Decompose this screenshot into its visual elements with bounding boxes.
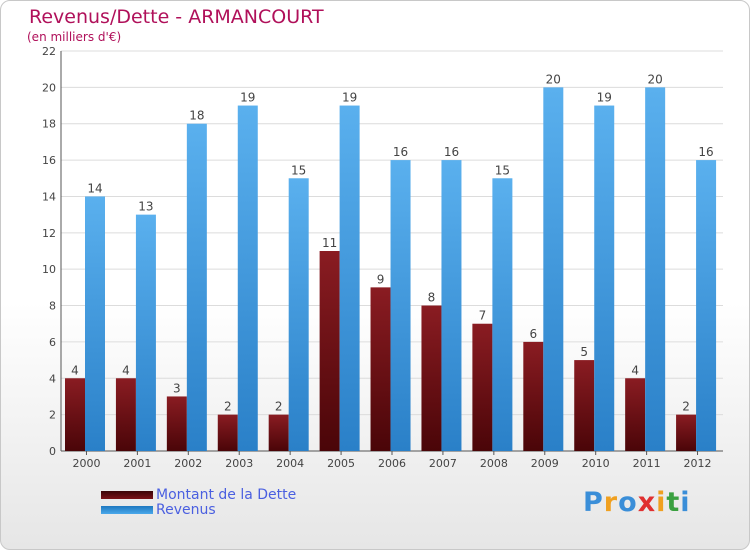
y-tick-label: 18 — [42, 118, 56, 131]
chart-title: Revenus/Dette - ARMANCOURT — [29, 6, 324, 28]
x-tick-label: 2012 — [684, 457, 712, 470]
data-label: 15 — [495, 163, 510, 177]
data-label: 19 — [240, 91, 255, 105]
y-tick-label: 4 — [49, 372, 56, 385]
bar-dette — [319, 251, 340, 451]
bar-revenus — [288, 178, 309, 452]
y-tick-label: 16 — [42, 154, 56, 167]
bar-revenus — [543, 87, 564, 451]
bar-dette — [574, 360, 595, 451]
x-tick-label: 2011 — [633, 457, 661, 470]
bar-revenus — [339, 105, 360, 451]
data-label: 20 — [648, 72, 663, 86]
data-label: 19 — [597, 91, 612, 105]
legend-label-revenus: Revenus — [156, 502, 216, 518]
y-tick-label: 2 — [49, 409, 56, 422]
bar-dette — [65, 378, 85, 451]
data-label: 2 — [682, 400, 690, 414]
bar-dette — [166, 396, 187, 451]
x-tick-label: 2000 — [72, 457, 100, 470]
y-tick-label: 22 — [42, 45, 56, 58]
bar-dette — [370, 287, 391, 451]
y-tick-label: 0 — [49, 445, 56, 458]
x-tick-label: 2001 — [123, 457, 151, 470]
bar-dette — [115, 378, 136, 451]
bar-revenus — [186, 123, 207, 452]
bar-dette — [217, 414, 238, 451]
x-tick-label: 2007 — [429, 457, 457, 470]
bar-dette — [268, 414, 289, 451]
data-label: 16 — [698, 145, 713, 159]
bar-revenus — [594, 105, 615, 451]
y-tick-label: 14 — [42, 190, 56, 203]
legend-swatch-dette — [101, 491, 153, 499]
data-label: 13 — [138, 200, 153, 214]
proxiti-logo: Proxiti — [583, 487, 691, 518]
bar-revenus — [85, 196, 105, 451]
y-tick-label: 6 — [49, 336, 56, 349]
data-label: 15 — [291, 163, 306, 177]
data-label: 5 — [580, 345, 588, 359]
data-label: 3 — [173, 381, 181, 395]
chart-subtitle: (en milliers d'€) — [27, 30, 122, 44]
data-label: 20 — [546, 72, 561, 86]
x-tick-label: 2009 — [531, 457, 559, 470]
y-tick-label: 8 — [49, 300, 56, 313]
bar-revenus — [135, 214, 156, 451]
x-tick-label: 2006 — [378, 457, 406, 470]
data-label: 16 — [393, 145, 408, 159]
bar-revenus — [696, 160, 717, 451]
data-label: 9 — [377, 272, 385, 286]
bar-dette — [421, 305, 442, 451]
legend-label-dette: Montant de la Dette — [156, 487, 297, 503]
data-label: 2 — [275, 400, 283, 414]
bar-revenus — [645, 87, 666, 451]
data-label: 11 — [322, 236, 337, 250]
data-label: 14 — [87, 181, 102, 195]
bar-revenus — [237, 105, 258, 451]
x-tick-label: 2008 — [480, 457, 508, 470]
data-label: 2 — [224, 400, 232, 414]
y-tick-label: 20 — [42, 81, 56, 94]
data-label: 4 — [631, 363, 639, 377]
y-tick-label: 12 — [42, 227, 56, 240]
bar-revenus — [441, 160, 462, 451]
x-tick-label: 2004 — [276, 457, 304, 470]
y-tick-label: 10 — [42, 263, 56, 276]
bar-revenus — [492, 178, 513, 452]
x-tick-label: 2005 — [327, 457, 355, 470]
data-label: 8 — [428, 291, 436, 305]
data-label: 18 — [189, 109, 204, 123]
x-tick-label: 2010 — [582, 457, 610, 470]
bar-dette — [523, 341, 544, 451]
x-tick-label: 2002 — [174, 457, 202, 470]
data-label: 4 — [122, 363, 130, 377]
data-label: 19 — [342, 91, 357, 105]
data-label: 6 — [529, 327, 537, 341]
bar-dette — [472, 323, 493, 451]
legend-swatch-revenus — [101, 506, 153, 514]
bar-revenus — [390, 160, 411, 451]
data-label: 7 — [479, 309, 487, 323]
bar-dette — [676, 414, 697, 451]
x-tick-label: 2003 — [225, 457, 253, 470]
data-label: 4 — [71, 363, 79, 377]
bar-dette — [625, 378, 646, 451]
data-label: 16 — [444, 145, 459, 159]
